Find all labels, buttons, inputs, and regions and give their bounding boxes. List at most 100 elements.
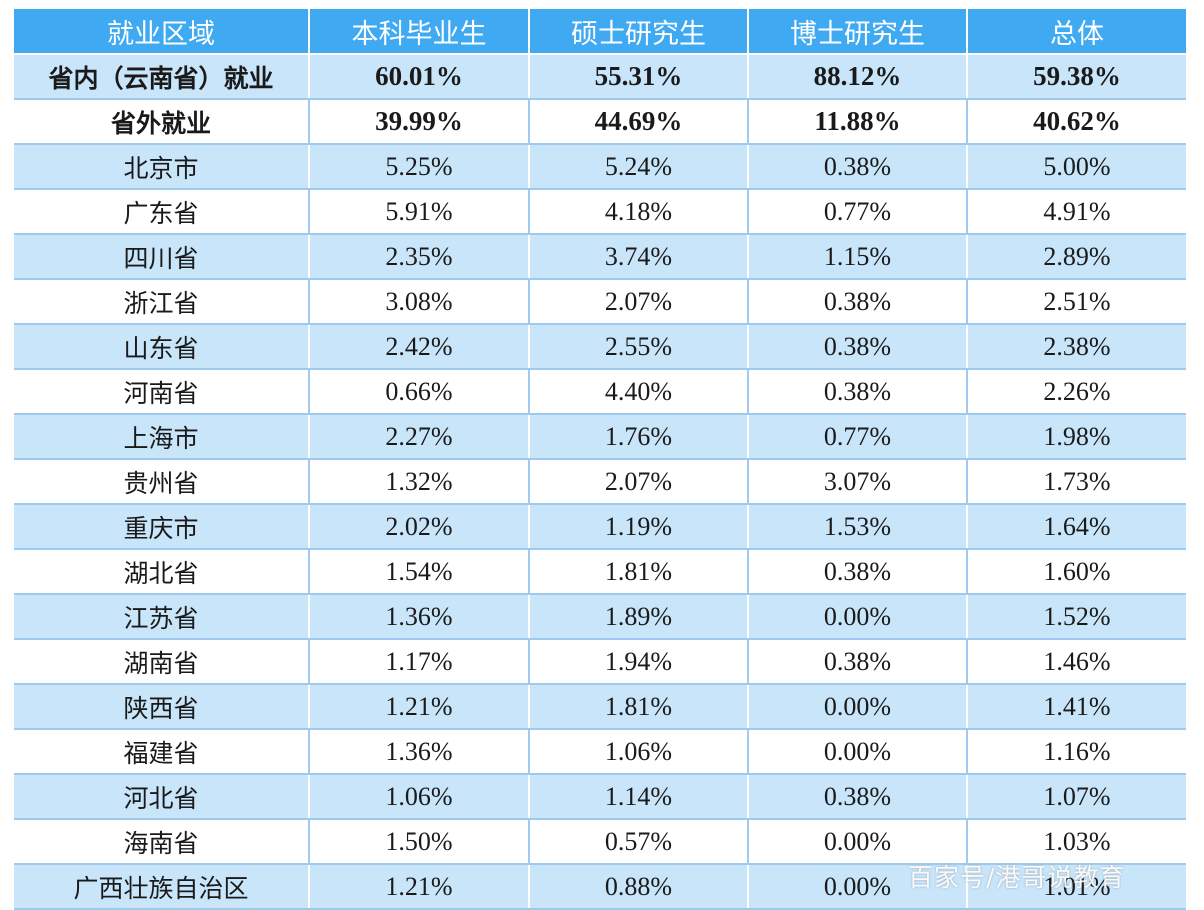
cell-bachelor: 5.91% <box>309 189 530 235</box>
table-row: 广西壮族自治区 1.21% 0.88% 0.00% 1.01% <box>14 864 1186 910</box>
table-row: 湖北省 1.54% 1.81% 0.38% 1.60% <box>14 549 1186 595</box>
cell-region: 海南省 <box>14 819 310 865</box>
cell-master: 1.81% <box>529 549 749 595</box>
table-row: 福建省 1.36% 1.06% 0.00% 1.16% <box>14 729 1186 775</box>
cell-doctor: 3.07% <box>748 459 968 505</box>
cell-region: 重庆市 <box>14 504 310 550</box>
cell-bachelor: 2.35% <box>309 234 530 280</box>
cell-bachelor: 60.01% <box>309 54 530 100</box>
cell-overall: 1.16% <box>967 729 1186 775</box>
cell-region: 广西壮族自治区 <box>14 864 310 910</box>
cell-overall: 2.26% <box>967 369 1186 415</box>
cell-doctor: 1.53% <box>748 504 968 550</box>
table-row: 河南省 0.66% 4.40% 0.38% 2.26% <box>14 369 1186 415</box>
table-row: 四川省 2.35% 3.74% 1.15% 2.89% <box>14 234 1186 280</box>
cell-master: 2.55% <box>529 324 749 370</box>
cell-bachelor: 2.42% <box>309 324 530 370</box>
cell-region: 江苏省 <box>14 594 310 640</box>
table-row: 浙江省 3.08% 2.07% 0.38% 2.51% <box>14 279 1186 325</box>
cell-region: 四川省 <box>14 234 310 280</box>
cell-region: 省外就业 <box>14 99 310 145</box>
cell-master: 4.18% <box>529 189 749 235</box>
cell-bachelor: 0.66% <box>309 369 530 415</box>
table-header-row: 就业区域 本科毕业生 硕士研究生 博士研究生 总体 <box>14 9 1186 55</box>
cell-region: 省内（云南省）就业 <box>14 54 310 100</box>
cell-overall: 1.73% <box>967 459 1186 505</box>
cell-region: 河南省 <box>14 369 310 415</box>
cell-doctor: 0.38% <box>748 549 968 595</box>
cell-overall: 1.01% <box>967 864 1186 910</box>
cell-master: 1.06% <box>529 729 749 775</box>
cell-region: 上海市 <box>14 414 310 460</box>
cell-bachelor: 5.25% <box>309 144 530 190</box>
cell-region: 湖北省 <box>14 549 310 595</box>
header-overall: 总体 <box>967 9 1186 55</box>
table-row: 重庆市 2.02% 1.19% 1.53% 1.64% <box>14 504 1186 550</box>
cell-bachelor: 1.50% <box>309 819 530 865</box>
cell-bachelor: 39.99% <box>309 99 530 145</box>
cell-overall: 1.64% <box>967 504 1186 550</box>
table-row: 陕西省 1.21% 1.81% 0.00% 1.41% <box>14 684 1186 730</box>
cell-master: 0.57% <box>529 819 749 865</box>
cell-doctor: 1.15% <box>748 234 968 280</box>
cell-bachelor: 1.17% <box>309 639 530 685</box>
cell-overall: 2.51% <box>967 279 1186 325</box>
cell-bachelor: 1.21% <box>309 864 530 910</box>
cell-master: 3.74% <box>529 234 749 280</box>
cell-doctor: 0.77% <box>748 414 968 460</box>
cell-master: 1.94% <box>529 639 749 685</box>
cell-master: 55.31% <box>529 54 749 100</box>
cell-doctor: 0.00% <box>748 594 968 640</box>
cell-doctor: 0.38% <box>748 279 968 325</box>
cell-overall: 4.91% <box>967 189 1186 235</box>
table-row: 广东省 5.91% 4.18% 0.77% 4.91% <box>14 189 1186 235</box>
cell-doctor: 0.00% <box>748 684 968 730</box>
cell-overall: 1.03% <box>967 819 1186 865</box>
table-row: 上海市 2.27% 1.76% 0.77% 1.98% <box>14 414 1186 460</box>
cell-bachelor: 1.36% <box>309 729 530 775</box>
table-row: 湖南省 1.17% 1.94% 0.38% 1.46% <box>14 639 1186 685</box>
header-doctor: 博士研究生 <box>748 9 968 55</box>
cell-bachelor: 2.02% <box>309 504 530 550</box>
cell-master: 4.40% <box>529 369 749 415</box>
cell-bachelor: 1.36% <box>309 594 530 640</box>
cell-overall: 5.00% <box>967 144 1186 190</box>
cell-doctor: 0.38% <box>748 369 968 415</box>
table-row: 省外就业 39.99% 44.69% 11.88% 40.62% <box>14 99 1186 145</box>
cell-doctor: 0.00% <box>748 819 968 865</box>
cell-region: 浙江省 <box>14 279 310 325</box>
cell-overall: 2.89% <box>967 234 1186 280</box>
cell-overall: 1.52% <box>967 594 1186 640</box>
cell-overall: 59.38% <box>967 54 1186 100</box>
cell-overall: 1.60% <box>967 549 1186 595</box>
cell-bachelor: 1.32% <box>309 459 530 505</box>
cell-overall: 1.98% <box>967 414 1186 460</box>
cell-region: 陕西省 <box>14 684 310 730</box>
cell-overall: 2.38% <box>967 324 1186 370</box>
cell-master: 0.88% <box>529 864 749 910</box>
cell-doctor: 88.12% <box>748 54 968 100</box>
employment-region-table: 就业区域 本科毕业生 硕士研究生 博士研究生 总体 省内（云南省）就业 60.01… <box>14 9 1186 910</box>
cell-region: 贵州省 <box>14 459 310 505</box>
cell-doctor: 11.88% <box>748 99 968 145</box>
cell-bachelor: 3.08% <box>309 279 530 325</box>
cell-master: 2.07% <box>529 279 749 325</box>
cell-master: 2.07% <box>529 459 749 505</box>
header-bachelor: 本科毕业生 <box>309 9 530 55</box>
cell-doctor: 0.38% <box>748 144 968 190</box>
cell-bachelor: 1.54% <box>309 549 530 595</box>
watermark-text: 百家号/港哥说教育 <box>908 863 1126 892</box>
cell-region: 湖南省 <box>14 639 310 685</box>
cell-master: 1.89% <box>529 594 749 640</box>
cell-region: 河北省 <box>14 774 310 820</box>
cell-overall: 1.46% <box>967 639 1186 685</box>
cell-doctor: 0.38% <box>748 774 968 820</box>
cell-master: 1.19% <box>529 504 749 550</box>
header-region: 就业区域 <box>14 9 310 55</box>
cell-master: 1.14% <box>529 774 749 820</box>
cell-doctor: 0.38% <box>748 324 968 370</box>
cell-bachelor: 2.27% <box>309 414 530 460</box>
cell-doctor: 0.77% <box>748 189 968 235</box>
cell-doctor: 0.38% <box>748 639 968 685</box>
cell-master: 1.81% <box>529 684 749 730</box>
